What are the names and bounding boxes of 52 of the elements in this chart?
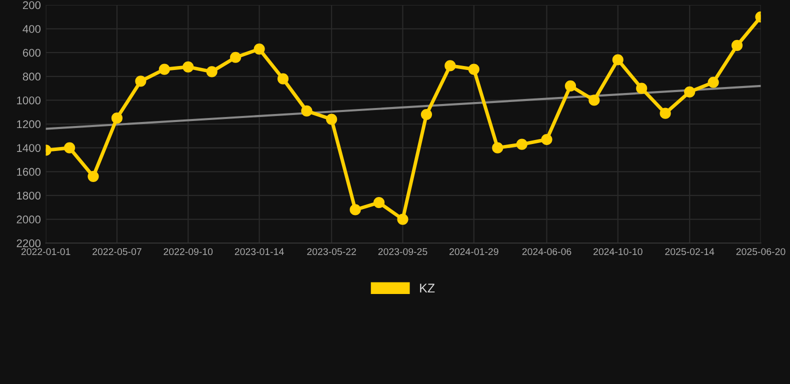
x-tick-label: 2024-01-29 [450, 248, 498, 256]
point [350, 204, 361, 216]
point [88, 170, 99, 182]
point [230, 52, 242, 63]
point [612, 54, 624, 66]
x-tick-label: 2022-05-07 [92, 248, 142, 256]
point [206, 66, 218, 78]
point [64, 142, 76, 154]
point [492, 142, 504, 154]
point [397, 214, 408, 225]
point [444, 60, 456, 72]
y-tick-label: 600 [22, 48, 41, 57]
point [301, 105, 312, 116]
point [468, 64, 480, 75]
y-tick-label: 2000 [16, 216, 41, 224]
y-tick-label: 800 [22, 72, 41, 81]
y-tick-label: 200 [22, 1, 41, 10]
point [516, 138, 528, 150]
point [588, 94, 600, 106]
point [636, 82, 648, 94]
point [111, 112, 123, 124]
x-tick-label: 2023-05-22 [307, 248, 356, 256]
y-tick-label: 1400 [17, 144, 41, 152]
point [541, 134, 552, 146]
point [254, 43, 265, 55]
y-tick-label: 1200 [17, 120, 41, 128]
x-tick-label: 2024-06-06 [522, 248, 572, 256]
x-tick-label: 2022-09-10 [164, 248, 213, 256]
point [158, 64, 170, 75]
point [660, 108, 671, 119]
point [135, 76, 146, 87]
x-tick-label: 2023-09-25 [378, 248, 428, 256]
point [420, 108, 432, 120]
y-tick-label: 1800 [17, 192, 41, 200]
point [277, 73, 289, 84]
x-tick-label: 2023-01-14 [234, 248, 284, 256]
point [326, 114, 338, 125]
y-tick-label: 1000 [17, 96, 41, 104]
point [684, 86, 696, 98]
x-tick-label: 2025-06-20 [736, 248, 786, 256]
legend-label: KZ [420, 284, 435, 292]
point [708, 76, 719, 88]
x-tick-label: 2024-10-10 [594, 248, 642, 256]
y-tick-label: 2200 [16, 239, 41, 248]
y-tick-label: 400 [22, 25, 41, 33]
x-tick-label: 2022-01-01 [21, 248, 70, 256]
point [564, 80, 576, 92]
x-tick-label: 2025-02-14 [665, 248, 714, 256]
point [373, 197, 385, 208]
point [182, 61, 194, 72]
y-tick-label: 1600 [17, 168, 41, 176]
point [731, 40, 743, 52]
